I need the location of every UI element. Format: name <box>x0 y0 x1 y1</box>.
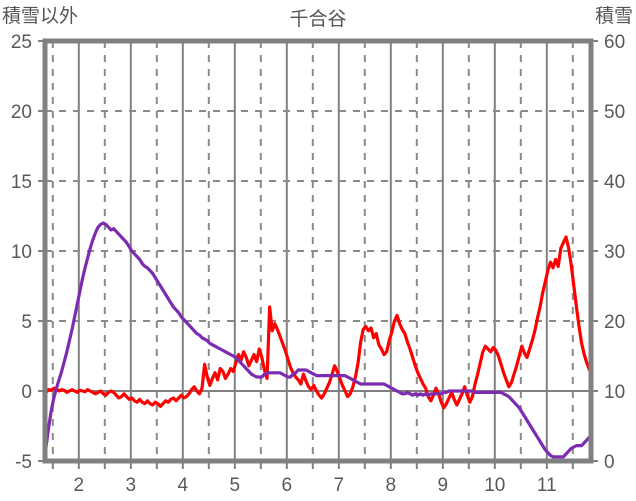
right-axis-tick-label: 40 <box>604 172 625 193</box>
left-axis-tick-label: 0 <box>21 382 32 403</box>
x-axis-tick-label: 6 <box>282 475 293 496</box>
right-axis-title: 積雪 <box>594 6 633 27</box>
right-axis-tick-label: 60 <box>604 32 625 53</box>
x-axis-tick-label: 10 <box>484 475 505 496</box>
left-axis-tick-label: 10 <box>11 242 32 263</box>
series-line-purple <box>44 221 592 459</box>
right-axis-tick-label: 10 <box>604 382 625 403</box>
data-series-group <box>44 221 592 459</box>
x-axis-tick-label: 5 <box>230 475 241 496</box>
left-axis-tick-label: 20 <box>11 102 32 123</box>
right-axis-tick-label: 30 <box>604 242 625 263</box>
left-axis-title: 積雪以外 <box>2 6 79 27</box>
x-axis-tick-label: 4 <box>178 475 189 496</box>
left-axis-tick-label: 25 <box>11 32 32 53</box>
x-axis-tick-label: 3 <box>126 475 137 496</box>
right-axis-tick-label: 50 <box>604 102 625 123</box>
left-axis-tick-label: 15 <box>11 172 32 193</box>
x-axis-tick-label: 7 <box>334 475 345 496</box>
page-title: 千合谷 <box>289 9 347 30</box>
axis-ticks <box>38 40 598 469</box>
x-axis-tick-label: 11 <box>537 475 557 496</box>
x-axis-tick-label: 8 <box>386 475 397 496</box>
grid-horizontal <box>45 110 591 322</box>
right-axis-tick-label: 20 <box>604 312 625 333</box>
axis-tick-labels: -5 0 5 10 15 20 25 0 10 20 30 40 50 60 2 3 4 5 6 7 8 9 10 11 <box>11 32 625 496</box>
right-axis-tick-label: 0 <box>604 452 615 473</box>
x-axis-tick-label: 2 <box>74 475 85 496</box>
left-axis-tick-label: -5 <box>15 452 32 473</box>
series-line-red <box>44 235 592 410</box>
x-axis-tick-label: 9 <box>438 475 449 496</box>
left-axis-tick-label: 5 <box>21 312 32 333</box>
